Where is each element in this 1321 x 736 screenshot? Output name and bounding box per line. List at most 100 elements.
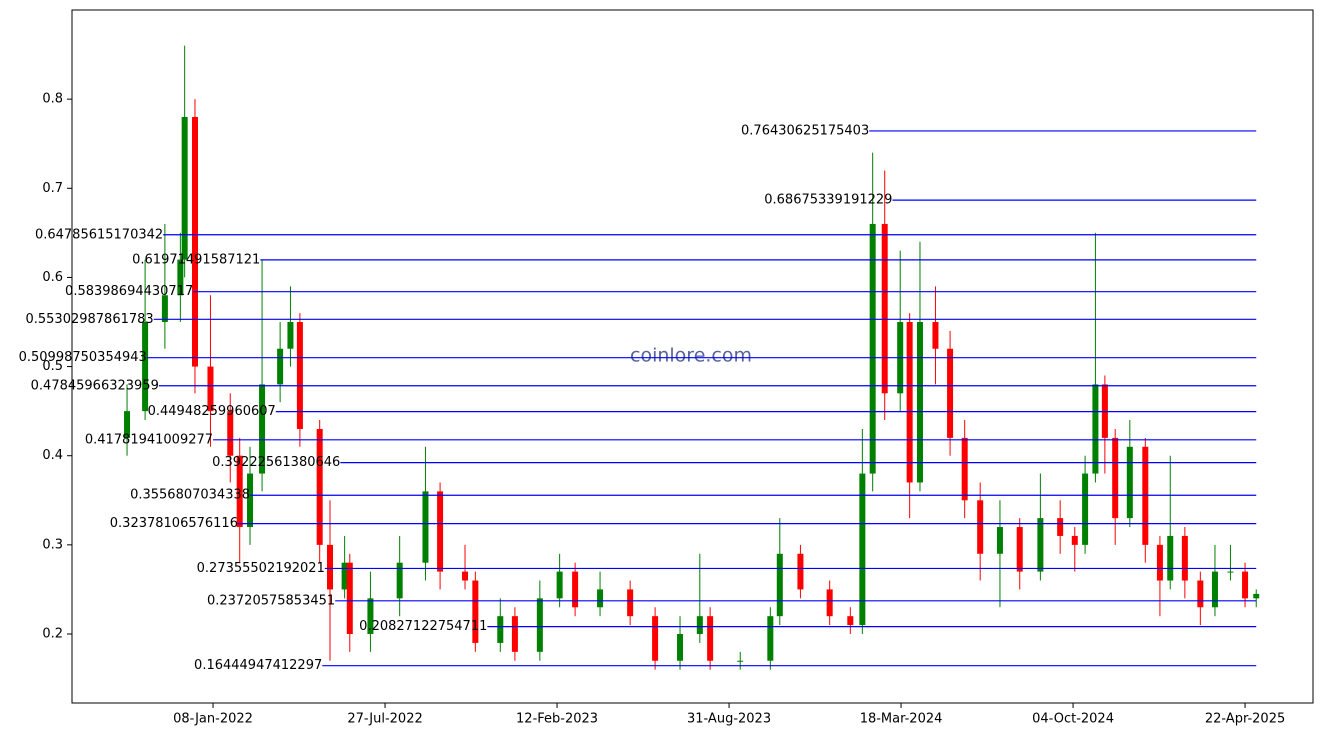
candle-body bbox=[124, 411, 131, 438]
level-label: 0.58398694430717 bbox=[65, 284, 193, 299]
candle-body bbox=[627, 589, 634, 617]
x-tick-label: 04-Oct-2024 bbox=[1032, 712, 1114, 727]
candle-body bbox=[341, 562, 348, 590]
candle-body bbox=[869, 223, 876, 474]
candle-body bbox=[932, 322, 939, 349]
candle-body bbox=[367, 598, 374, 635]
candle-body bbox=[236, 455, 243, 528]
candle-body bbox=[1092, 384, 1099, 474]
candle-body bbox=[1181, 535, 1188, 581]
candle-body bbox=[696, 616, 703, 635]
candle-body bbox=[316, 428, 323, 545]
candle-body bbox=[947, 348, 954, 438]
level-label: 0.44948259960607 bbox=[148, 404, 276, 419]
candle-body bbox=[227, 411, 234, 456]
candle-body bbox=[462, 571, 469, 581]
x-tick-label: 31-Aug-2023 bbox=[687, 712, 771, 727]
level-label: 0.61971491587121 bbox=[132, 252, 260, 267]
candle-body bbox=[327, 544, 334, 590]
y-tick-label: 0.3 bbox=[42, 537, 63, 552]
level-label: 0.64785615170342 bbox=[35, 227, 163, 242]
level-label: 0.3556807034338 bbox=[130, 488, 250, 503]
candle-body bbox=[707, 616, 714, 661]
candle-body bbox=[572, 571, 579, 608]
candle-body bbox=[597, 589, 604, 608]
candle-body bbox=[847, 616, 854, 626]
level-label: 0.23720575853451 bbox=[207, 593, 335, 608]
x-tick-label: 27-Jul-2022 bbox=[347, 712, 422, 727]
candle-body bbox=[767, 616, 774, 661]
level-label: 0.50998750354943 bbox=[19, 350, 147, 365]
y-tick-label: 0.2 bbox=[42, 627, 63, 642]
candle-body bbox=[142, 322, 149, 412]
candle-body bbox=[776, 553, 783, 617]
candle-body bbox=[259, 384, 266, 474]
candle-body bbox=[797, 553, 804, 590]
candle-body bbox=[961, 437, 968, 501]
candle-body bbox=[1197, 580, 1204, 608]
candle-body bbox=[277, 348, 284, 385]
candle-body bbox=[677, 634, 684, 661]
x-tick-label: 12-Feb-2023 bbox=[516, 712, 598, 727]
y-tick-label: 0.8 bbox=[42, 92, 63, 107]
y-tick-label: 0.5 bbox=[42, 359, 63, 374]
candle-body bbox=[977, 500, 984, 554]
candle-body bbox=[1156, 544, 1163, 581]
candle-body bbox=[1227, 571, 1234, 573]
candle-body bbox=[859, 473, 866, 626]
candle-body bbox=[1057, 518, 1064, 536]
level-label: 0.16444947412297 bbox=[194, 658, 322, 673]
candle-body bbox=[296, 322, 303, 429]
candle-body bbox=[1112, 437, 1119, 519]
level-label: 0.20827122754711 bbox=[359, 619, 487, 634]
candle-body bbox=[207, 366, 214, 412]
candle-body bbox=[881, 223, 888, 394]
candle-body bbox=[181, 116, 188, 260]
candle-body bbox=[1071, 535, 1078, 545]
level-label: 0.76430625175403 bbox=[741, 123, 869, 138]
candle-body bbox=[287, 322, 294, 349]
x-tick-label: 22-Apr-2025 bbox=[1205, 712, 1285, 727]
level-label: 0.41781941009277 bbox=[85, 432, 213, 447]
x-tick-label: 18-Mar-2024 bbox=[860, 712, 943, 727]
candle-body bbox=[1211, 571, 1218, 608]
candle-body bbox=[906, 322, 913, 483]
x-tick-label: 08-Jan-2022 bbox=[173, 712, 253, 727]
candle-body bbox=[826, 589, 833, 617]
y-tick-label: 0.7 bbox=[42, 181, 63, 196]
candle-body bbox=[1253, 593, 1260, 599]
candle-body bbox=[1142, 446, 1149, 545]
candle-body bbox=[1082, 473, 1089, 545]
candle-body bbox=[422, 491, 429, 563]
level-label: 0.47845966323959 bbox=[31, 378, 159, 393]
candle-body bbox=[536, 598, 543, 652]
y-tick-label: 0.4 bbox=[42, 448, 63, 463]
candle-body bbox=[247, 473, 254, 528]
level-label: 0.68675339191229 bbox=[764, 193, 892, 208]
candle-body bbox=[472, 580, 479, 643]
level-label: 0.27355502192021 bbox=[197, 561, 325, 576]
candle-body bbox=[737, 660, 744, 662]
candle-body bbox=[916, 322, 923, 483]
level-label: 0.39222561380646 bbox=[212, 455, 340, 470]
candle-body bbox=[497, 616, 504, 643]
candle-body bbox=[996, 527, 1003, 554]
candle-body bbox=[1167, 535, 1174, 581]
candle-body bbox=[1242, 571, 1249, 599]
candle-body bbox=[556, 571, 563, 599]
candle-body bbox=[191, 116, 198, 367]
level-label: 0.32378106576116 bbox=[110, 516, 238, 531]
level-label: 0.55302987861783 bbox=[25, 312, 153, 327]
candle-body bbox=[396, 562, 403, 599]
candle-body bbox=[511, 616, 518, 652]
watermark: coinlore.com bbox=[630, 345, 752, 367]
candle-body bbox=[652, 616, 659, 661]
plot-frame bbox=[71, 9, 1314, 704]
candle-body bbox=[1126, 446, 1133, 519]
y-tick-label: 0.6 bbox=[42, 270, 63, 285]
candle-body bbox=[1037, 518, 1044, 572]
candle-body bbox=[177, 259, 184, 296]
candle-body bbox=[346, 562, 353, 635]
